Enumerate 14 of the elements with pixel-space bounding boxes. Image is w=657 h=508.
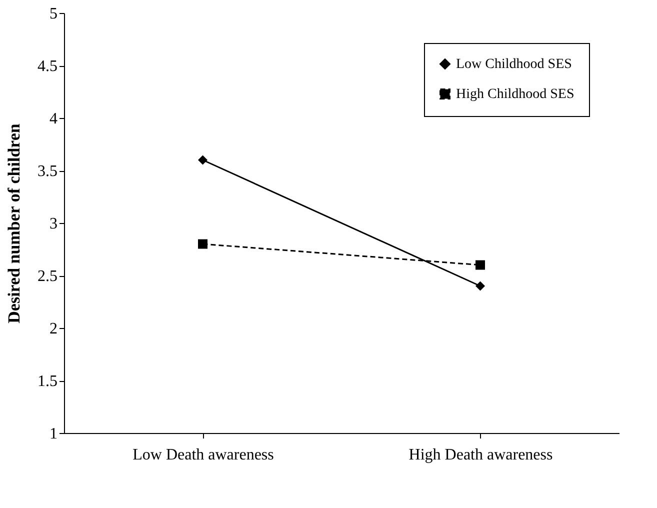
y-axis-title: Desired number of children (4, 123, 24, 324)
legend-label: High Childhood SES (456, 87, 574, 102)
x-tick-label: High Death awareness (408, 446, 553, 464)
legend-label: Low Childhood SES (456, 57, 572, 72)
y-tick-label: 2.5 (38, 268, 58, 285)
y-tick-label: 5 (50, 6, 58, 22)
y-tick-label: 3.5 (38, 163, 58, 180)
y-tick-label: 1 (50, 426, 58, 442)
y-tick-label: 4 (50, 110, 58, 128)
y-tick-label: 2 (50, 320, 58, 338)
y-tick-label: 3 (50, 216, 58, 232)
x-tick-label: Low Death awareness (132, 446, 274, 464)
y-tick-label: 1.5 (38, 373, 58, 390)
y-tick-label: 4.5 (38, 58, 58, 75)
